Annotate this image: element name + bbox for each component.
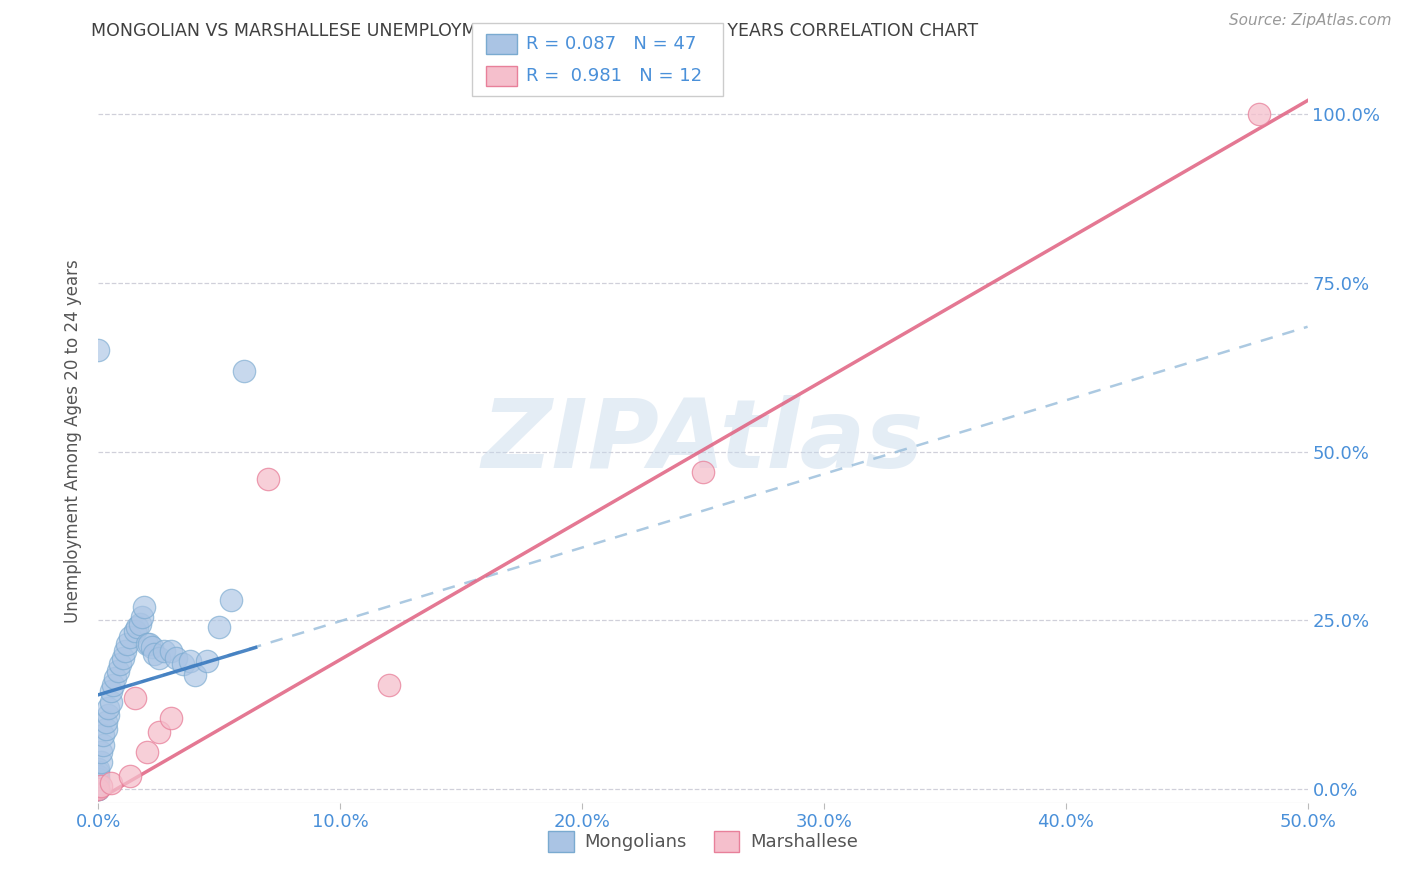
Point <box>94 714 117 729</box>
Point <box>111 650 134 665</box>
Point <box>104 671 127 685</box>
Point <box>221 593 243 607</box>
Point <box>148 725 170 739</box>
Point <box>87 775 110 789</box>
Text: R = 0.087   N = 47: R = 0.087 N = 47 <box>526 35 696 53</box>
Point <box>135 637 157 651</box>
Point <box>138 637 160 651</box>
Point <box>87 343 110 358</box>
Text: R =  0.981   N = 12: R = 0.981 N = 12 <box>526 67 702 85</box>
Text: Source: ZipAtlas.com: Source: ZipAtlas.com <box>1229 13 1392 29</box>
Point <box>1249 107 1271 121</box>
Point <box>377 678 399 692</box>
Point <box>100 775 122 789</box>
Point <box>128 616 150 631</box>
Point <box>117 637 139 651</box>
Point <box>134 599 156 614</box>
Point <box>114 644 136 658</box>
Point <box>90 745 112 759</box>
Point <box>94 722 117 736</box>
Point <box>160 711 183 725</box>
Point <box>87 765 110 780</box>
Point <box>87 772 110 787</box>
Legend: Mongolians, Marshallese: Mongolians, Marshallese <box>541 823 865 859</box>
Point <box>87 769 110 783</box>
Point <box>97 708 120 723</box>
Point <box>100 684 122 698</box>
Point <box>118 631 141 645</box>
Point <box>184 667 207 681</box>
Point <box>108 657 131 672</box>
Point <box>195 654 218 668</box>
Y-axis label: Unemployment Among Ages 20 to 24 years: Unemployment Among Ages 20 to 24 years <box>65 260 83 624</box>
Point <box>118 769 141 783</box>
Point <box>152 644 174 658</box>
Point <box>91 728 114 742</box>
Point <box>179 654 201 668</box>
Point <box>256 472 278 486</box>
Point <box>135 745 157 759</box>
Point <box>160 644 183 658</box>
Point <box>127 620 149 634</box>
Point <box>165 650 187 665</box>
Point <box>143 647 166 661</box>
Point <box>692 465 714 479</box>
Point <box>141 640 163 655</box>
Point <box>87 782 110 797</box>
Point <box>100 694 122 708</box>
Point <box>101 678 124 692</box>
Point <box>87 782 110 797</box>
Point <box>107 664 129 678</box>
Point <box>131 610 153 624</box>
Point <box>208 620 231 634</box>
Point <box>90 756 112 770</box>
Text: MONGOLIAN VS MARSHALLESE UNEMPLOYMENT AMONG AGES 20 TO 24 YEARS CORRELATION CHAR: MONGOLIAN VS MARSHALLESE UNEMPLOYMENT AM… <box>91 22 979 40</box>
Point <box>148 650 170 665</box>
Point <box>87 782 110 797</box>
Point <box>172 657 194 672</box>
Point <box>90 779 112 793</box>
Point <box>124 624 146 638</box>
Point <box>91 739 114 753</box>
Text: ZIPAtlas: ZIPAtlas <box>482 395 924 488</box>
Point <box>124 691 146 706</box>
Point <box>87 762 110 776</box>
Point <box>87 782 110 797</box>
Point <box>232 364 254 378</box>
Point <box>97 701 120 715</box>
